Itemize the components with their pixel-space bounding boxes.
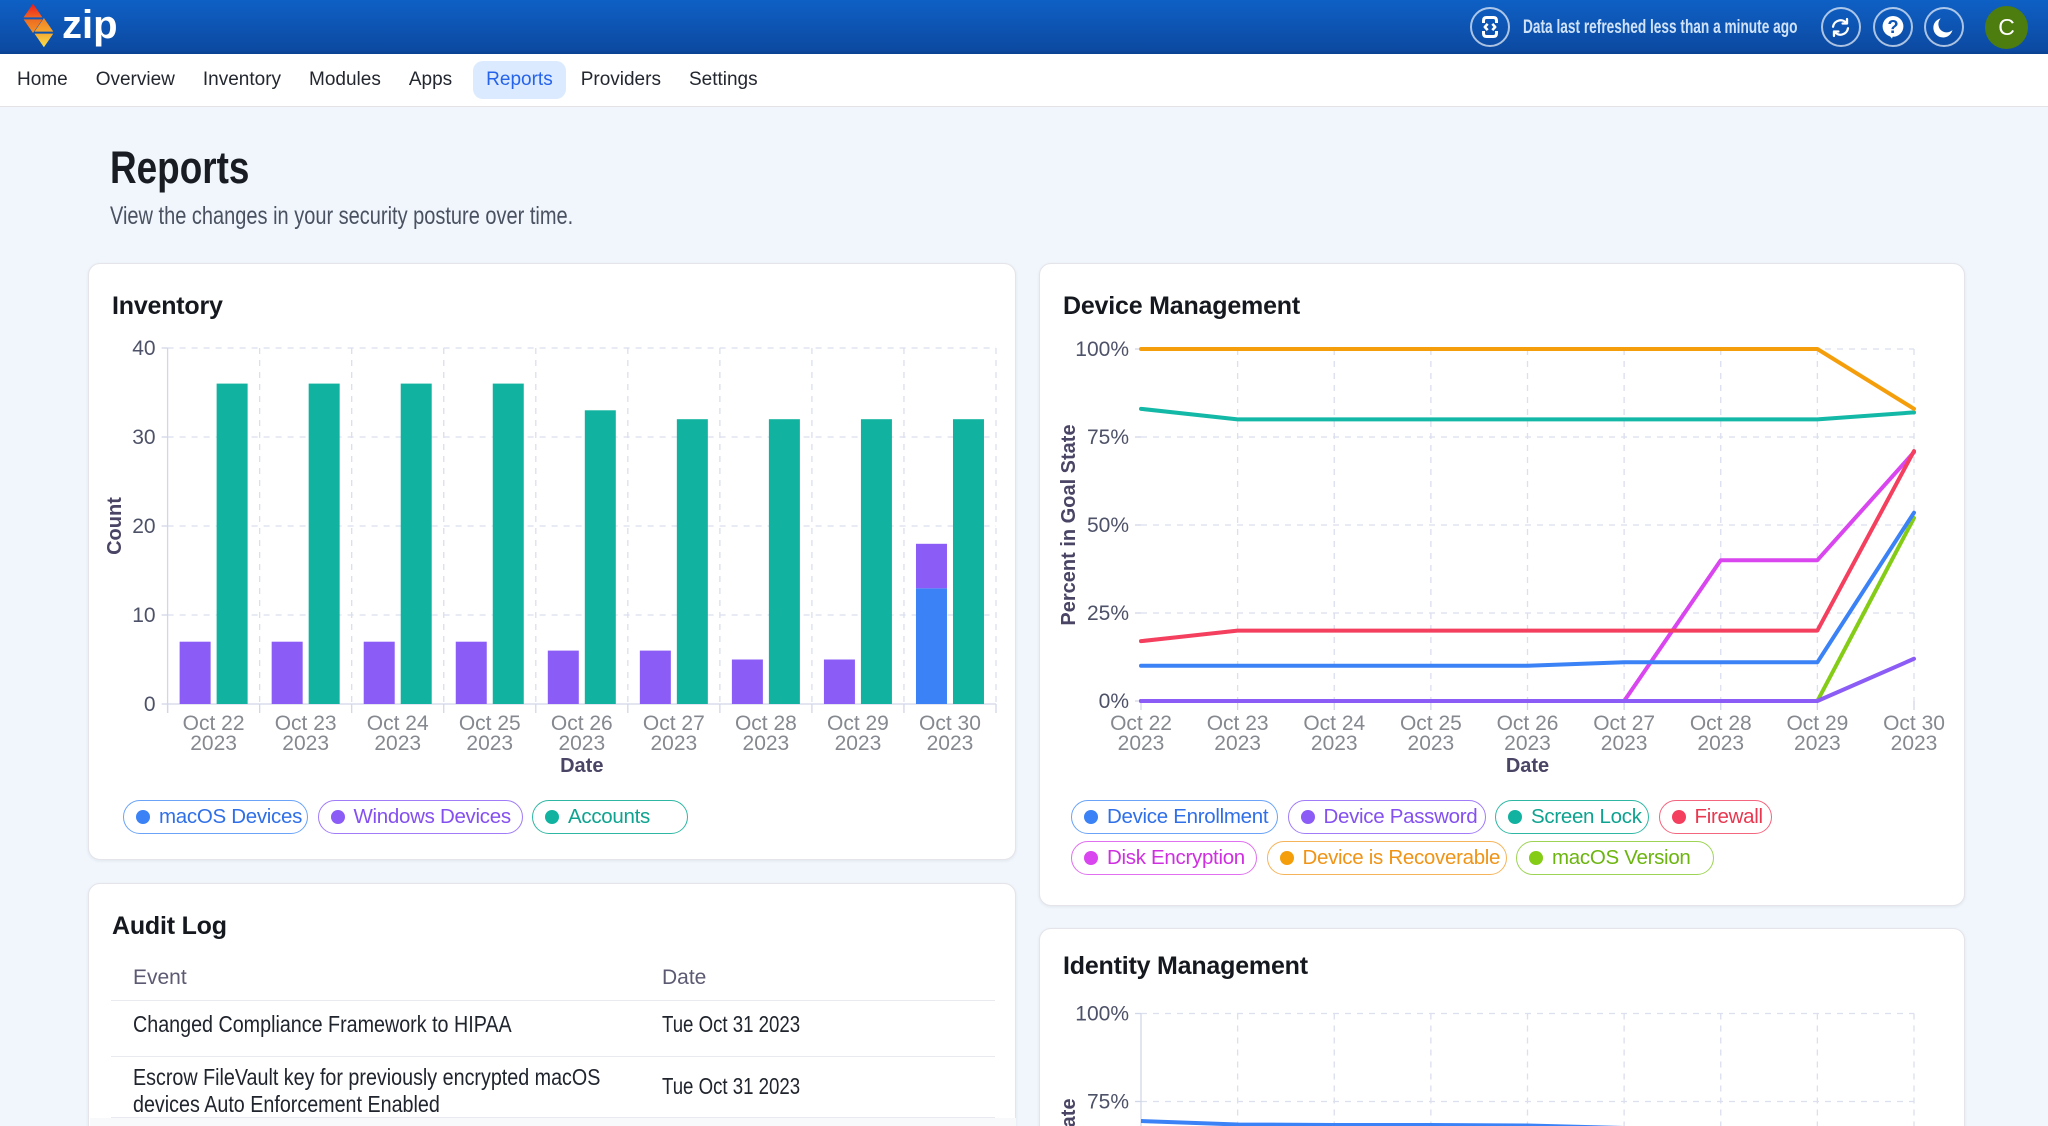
svg-text:2023: 2023 [1794,732,1841,755]
svg-text:2023: 2023 [190,732,237,755]
svg-text:2023: 2023 [1214,732,1261,755]
svg-text:2023: 2023 [650,732,697,755]
svg-text:2023: 2023 [1891,732,1938,755]
svg-text:2023: 2023 [1311,732,1358,755]
svg-text:Oct 26: Oct 26 [551,712,613,735]
svg-text:Date: Date [560,755,603,777]
svg-text:50%: 50% [1087,514,1129,537]
svg-text:Oct 28: Oct 28 [735,712,797,735]
svg-text:30: 30 [132,426,155,449]
svg-text:Oct 27: Oct 27 [1593,712,1655,735]
svg-text:2023: 2023 [835,732,882,755]
svg-text:2023: 2023 [558,732,605,755]
svg-text:2023: 2023 [1504,732,1551,755]
svg-text:25%: 25% [1087,602,1129,625]
svg-text:100%: 100% [1075,338,1129,361]
svg-text:Oct 25: Oct 25 [459,712,521,735]
svg-text:Oct 24: Oct 24 [1303,712,1365,735]
svg-text:2023: 2023 [1697,732,1744,755]
svg-text:Percent in Goal State: Percent in Goal State [1058,1098,1080,1126]
svg-text:20: 20 [132,515,155,538]
svg-text:Date: Date [1506,755,1549,777]
svg-text:Oct 30: Oct 30 [1883,712,1945,735]
svg-text:Oct 27: Oct 27 [643,712,705,735]
svg-text:Oct 29: Oct 29 [1786,712,1848,735]
svg-text:Oct 23: Oct 23 [275,712,337,735]
svg-text:2023: 2023 [466,732,513,755]
svg-text:Oct 22: Oct 22 [1110,712,1172,735]
svg-text:2023: 2023 [1601,732,1648,755]
svg-text:2023: 2023 [1408,732,1455,755]
svg-text:?: ? [1887,16,1898,37]
svg-text:75%: 75% [1087,426,1129,449]
svg-text:10: 10 [132,604,155,627]
svg-text:2023: 2023 [282,732,329,755]
svg-text:Oct 22: Oct 22 [183,712,245,735]
svg-text:75%: 75% [1087,1091,1129,1114]
svg-text:Percent in Goal State: Percent in Goal State [1058,424,1080,625]
svg-text:Oct 28: Oct 28 [1690,712,1752,735]
svg-text:Oct 25: Oct 25 [1400,712,1462,735]
svg-text:40: 40 [132,337,155,360]
svg-text:Oct 30: Oct 30 [919,712,981,735]
svg-text:Oct 29: Oct 29 [827,712,889,735]
svg-text:Oct 23: Oct 23 [1207,712,1269,735]
svg-text:Oct 26: Oct 26 [1497,712,1559,735]
svg-text:100%: 100% [1075,1003,1129,1026]
svg-text:0: 0 [144,693,156,716]
svg-text:0%: 0% [1099,690,1129,713]
svg-text:2023: 2023 [927,732,974,755]
svg-text:Count: Count [104,497,126,555]
svg-text:2023: 2023 [743,732,790,755]
svg-text:Oct 24: Oct 24 [367,712,429,735]
svg-text:2023: 2023 [374,732,421,755]
svg-text:2023: 2023 [1118,732,1165,755]
